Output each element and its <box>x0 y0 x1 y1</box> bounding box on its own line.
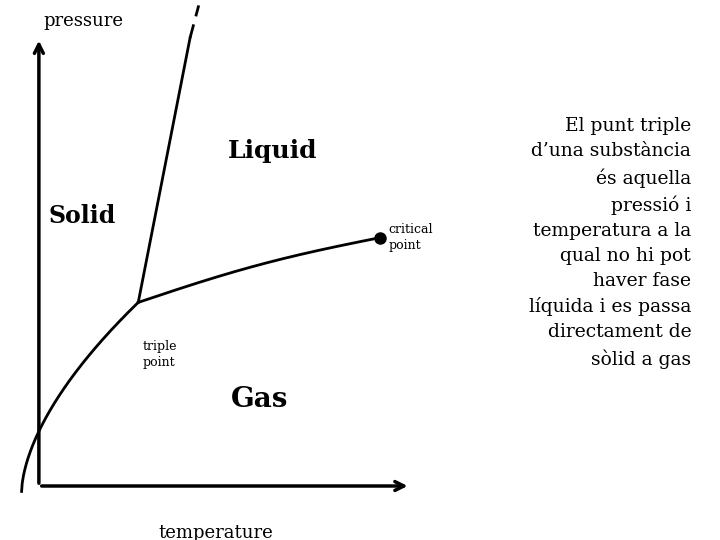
Text: Liquid: Liquid <box>228 139 317 163</box>
Text: Gas: Gas <box>230 386 288 413</box>
Text: triple
point: triple point <box>143 340 177 369</box>
Text: temperature: temperature <box>158 524 274 540</box>
Text: pressure: pressure <box>43 12 123 30</box>
Text: Solid: Solid <box>48 204 116 228</box>
Text: El punt triple
d’una substància
és aquella
pressió i
temperatura a la
qual no hi: El punt triple d’una substància és aquel… <box>528 117 691 369</box>
Text: critical
point: critical point <box>389 223 433 252</box>
